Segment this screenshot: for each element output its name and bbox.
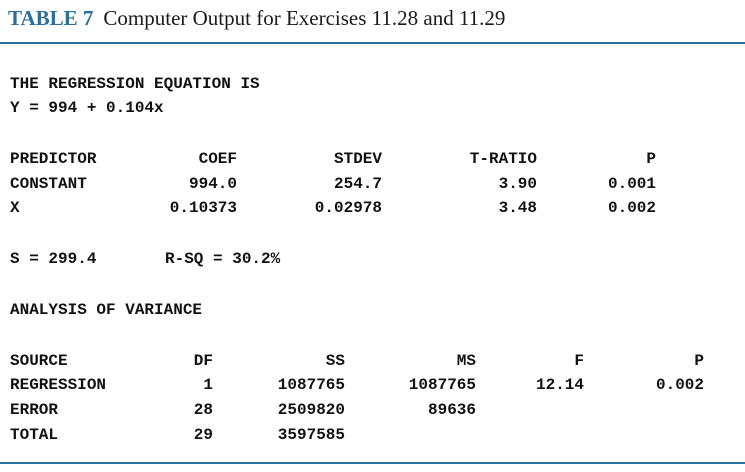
df-value: 1	[203, 376, 213, 394]
header-ss: SS	[325, 352, 345, 370]
coef-value: 0.10373	[169, 199, 237, 217]
p-value: 0.002	[607, 199, 656, 217]
table-title: Computer Output for Exercises 11.28 and …	[103, 6, 506, 30]
equation-heading: THE REGRESSION EQUATION IS	[10, 75, 260, 93]
header-coef: COEF	[198, 150, 237, 168]
header-predictor: PREDICTOR	[10, 150, 97, 168]
header-source: SOURCE	[10, 352, 68, 370]
header-df: DF	[193, 352, 213, 370]
row-label: ERROR	[10, 401, 59, 419]
table-number: TABLE 7	[8, 6, 94, 30]
p-value: 0.001	[607, 175, 656, 193]
ss-value: 3597585	[277, 426, 345, 444]
df-value: 29	[193, 426, 213, 444]
p-value: 0.002	[655, 376, 704, 394]
ms-value: 89636	[427, 401, 476, 419]
row-label: CONSTANT	[10, 175, 87, 193]
header-p: P	[694, 352, 704, 370]
header-ms: MS	[456, 352, 476, 370]
coef-value: 994.0	[188, 175, 237, 193]
header-p: P	[646, 150, 656, 168]
stdev-value: 254.7	[333, 175, 382, 193]
s-statistic: S = 299.4	[10, 250, 97, 268]
header-t-ratio: T-RATIO	[469, 150, 537, 168]
equation-formula: Y = 994 + 0.104x	[10, 99, 164, 117]
bottom-rule	[0, 462, 745, 464]
df-value: 28	[193, 401, 213, 419]
row-label: TOTAL	[10, 426, 59, 444]
ss-value: 2509820	[277, 401, 345, 419]
header-f: F	[574, 352, 584, 370]
header-stdev: STDEV	[333, 150, 382, 168]
f-value: 12.14	[535, 376, 584, 394]
stdev-value: 0.02978	[314, 199, 382, 217]
t-ratio-value: 3.90	[498, 175, 537, 193]
ss-value: 1087765	[277, 376, 345, 394]
table-caption: TABLE 7 Computer Output for Exercises 11.…	[8, 6, 505, 31]
anova-heading: ANALYSIS OF VARIANCE	[10, 301, 203, 319]
top-rule	[0, 42, 745, 44]
r-squared-statistic: R-SQ = 30.2%	[165, 250, 281, 268]
t-ratio-value: 3.48	[498, 199, 537, 217]
row-label: X	[10, 199, 20, 217]
row-label: REGRESSION	[10, 376, 107, 394]
ms-value: 1087765	[408, 376, 476, 394]
